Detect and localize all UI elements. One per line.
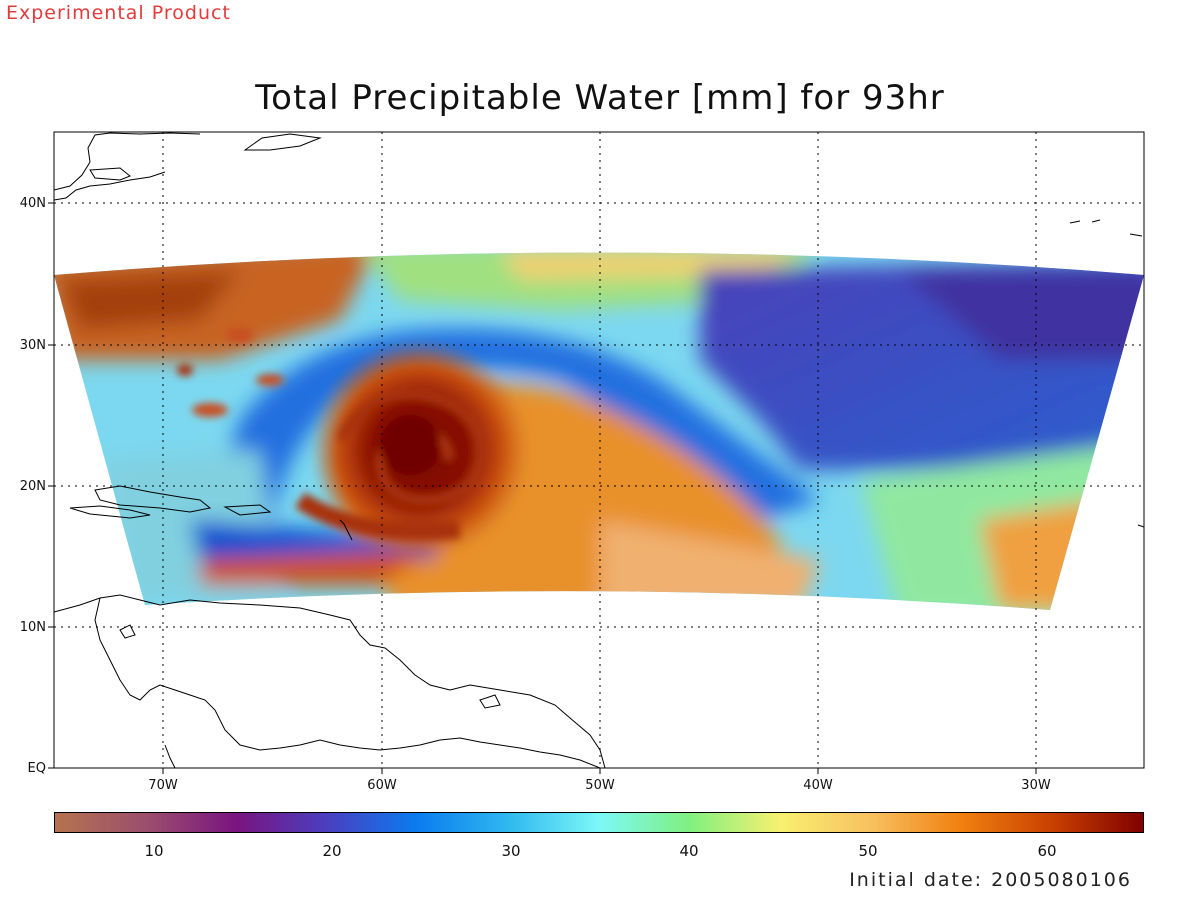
colorbar-tick-50: 50: [858, 842, 878, 860]
lon-label-60w: 60W: [367, 778, 397, 793]
colorbar: [54, 812, 1144, 833]
lat-label-30n: 30N: [19, 338, 46, 353]
experimental-product-label: Experimental Product: [6, 2, 231, 24]
colorbar-tick-30: 30: [501, 842, 521, 860]
colorbar-tick-10: 10: [144, 842, 164, 860]
precipitable-water-field: [54, 252, 1144, 610]
lat-label-40n: 40N: [19, 196, 46, 211]
map-frame: [48, 131, 1145, 774]
map-title: Total Precipitable Water [mm] for 93hr: [255, 78, 945, 118]
coastlines: [54, 132, 1144, 768]
lon-label-70w: 70W: [148, 778, 178, 793]
colorbar-tick-60: 60: [1037, 842, 1057, 860]
lat-label-20n: 20N: [19, 479, 46, 494]
lat-label-eq: EQ: [27, 761, 46, 776]
precipitable-water-map: [48, 131, 1145, 774]
lon-label-30w: 30W: [1021, 778, 1051, 793]
colorbar-tick-40: 40: [679, 842, 699, 860]
initial-date-label: Initial date: 2005080106: [849, 869, 1132, 891]
lon-label-40w: 40W: [803, 778, 833, 793]
graticule: [54, 132, 1144, 768]
colorbar-tick-20: 20: [322, 842, 342, 860]
lat-label-10n: 10N: [19, 620, 46, 635]
lon-label-50w: 50W: [585, 778, 615, 793]
